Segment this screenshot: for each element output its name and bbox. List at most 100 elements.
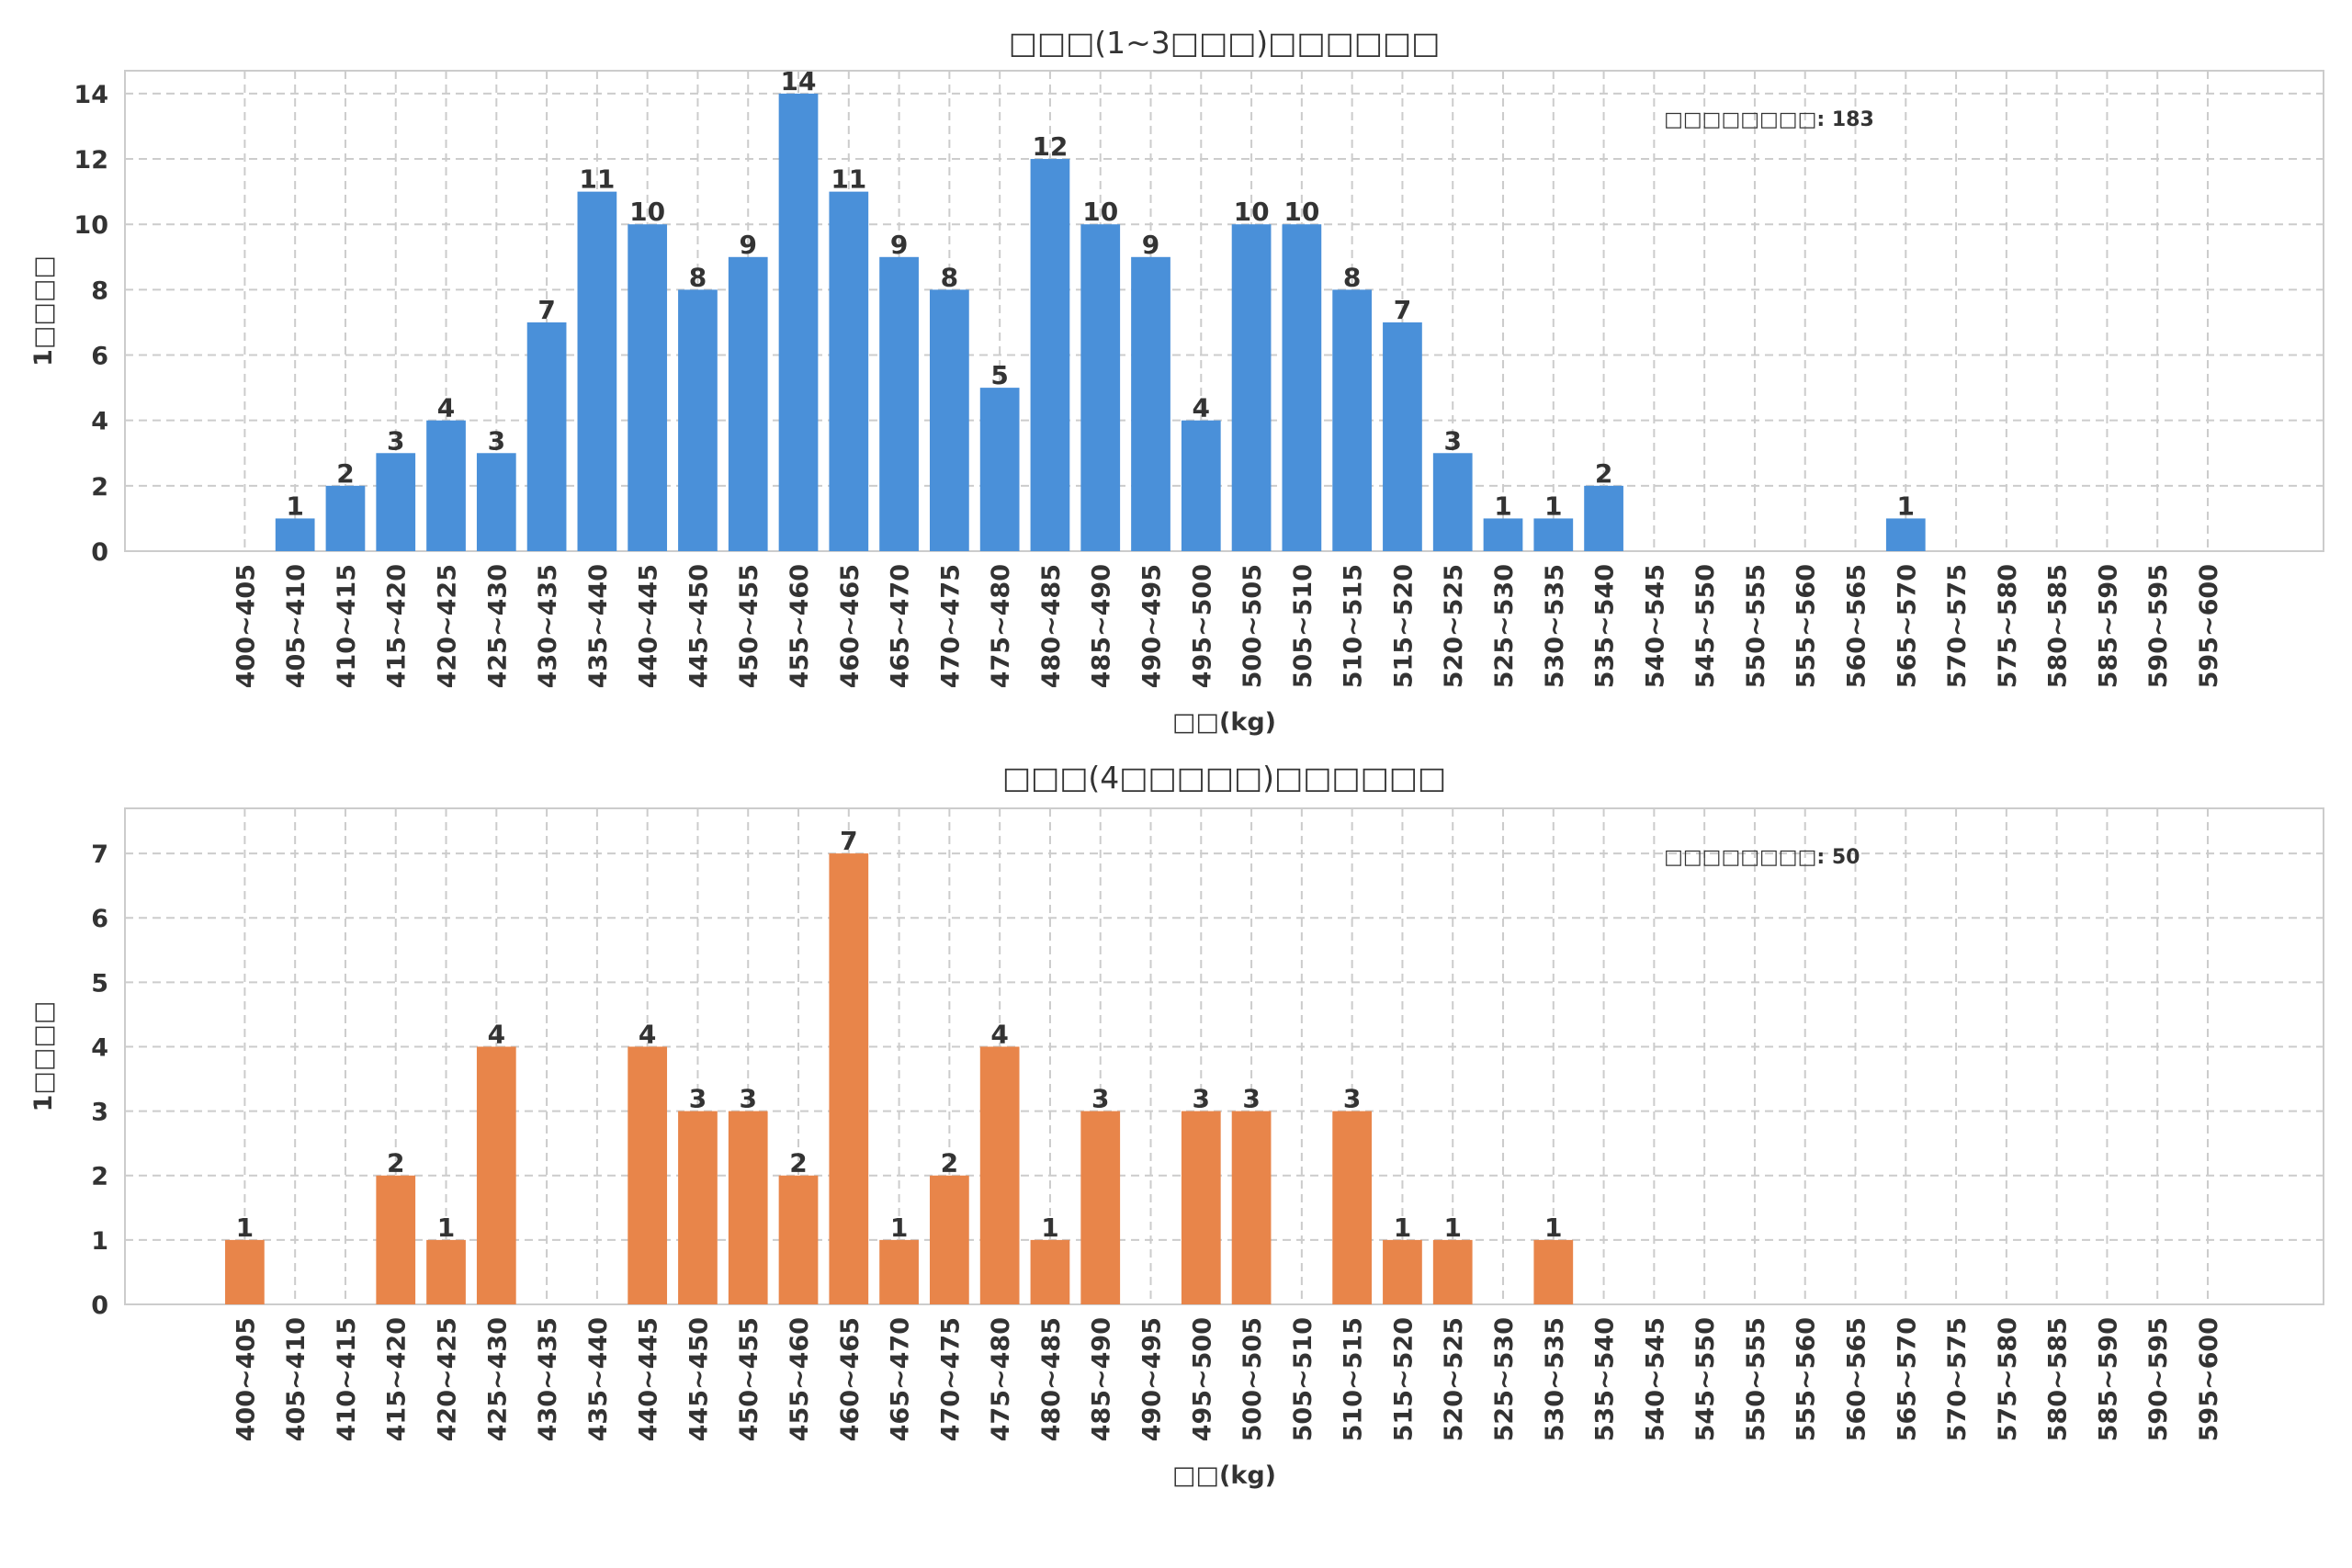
x-tick-label: 490~495 [1138,1317,1167,1441]
bar-value-label: 10 [1234,197,1270,227]
bar-value-label: 3 [1091,1084,1109,1114]
bar [1885,518,1926,551]
bar-value-label: 3 [1242,1084,1260,1114]
bar [1533,1239,1574,1304]
bar-value-label: 1 [286,491,303,521]
y-axis-label: 1□□□□ [29,1001,58,1112]
y-tick-label: 7 [91,840,108,869]
y-tick-label: 0 [91,538,108,567]
x-tick-label: 510~515 [1340,564,1368,688]
bar [275,518,315,551]
bar [1181,420,1221,551]
bar [879,256,919,551]
bar-value-label: 3 [739,1084,756,1114]
bar-value-label: 10 [1283,197,1319,227]
x-tick-label: 550~555 [1742,1317,1770,1441]
bar [829,191,869,551]
x-tick-label: 555~560 [1792,564,1821,688]
x-tick-label: 520~525 [1440,564,1468,688]
bar [1030,1239,1070,1304]
bar-value-label: 3 [488,425,505,456]
bar [325,485,366,551]
bar-value-label: 4 [639,1019,656,1049]
bar-value-label: 9 [890,230,908,260]
x-tick-label: 530~535 [1541,1317,1569,1441]
bar-value-label: 9 [739,230,756,260]
bar [476,453,516,551]
x-tick-label: 435~440 [584,564,613,688]
bar [476,1046,516,1304]
x-tick-label: 460~465 [836,564,865,688]
bar [426,1239,466,1304]
x-tick-label: 515~520 [1389,1317,1418,1441]
bar-value-label: 8 [689,262,707,292]
bar [1080,1111,1121,1304]
bar [577,191,617,551]
x-tick-label: 420~425 [434,1317,462,1441]
x-axis-label: □□(kg) [1172,708,1276,737]
x-tick-label: 540~545 [1641,1317,1669,1441]
bar [1181,1111,1221,1304]
bar [628,1046,668,1304]
bar-value-label: 1 [1544,1213,1562,1243]
y-tick-label: 8 [91,276,108,305]
x-tick-label: 485~490 [1088,1317,1116,1441]
y-tick-label: 6 [91,905,108,933]
bar [979,1046,1020,1304]
x-tick-label: 410~415 [333,1317,361,1441]
x-tick-label: 450~455 [735,1317,763,1441]
bar [930,1175,969,1304]
x-tick-label: 485~490 [1088,564,1116,688]
x-tick-label: 525~530 [1490,564,1519,688]
bar-value-label: 8 [941,262,958,292]
y-tick-label: 12 [74,146,108,175]
bar-value-label: 1 [1041,1213,1058,1243]
x-tick-label: 400~405 [232,564,260,688]
x-tick-label: 460~465 [836,1317,865,1441]
bar-value-label: 1 [890,1213,908,1243]
x-tick-label: 490~495 [1138,564,1167,688]
bar-value-label: 4 [1193,393,1210,423]
x-tick-label: 470~475 [936,564,965,688]
x-tick-label: 410~415 [333,564,361,688]
total-count-annotation: □□□□□□□□: 183 [1664,108,1874,131]
bar-value-label: 1 [1443,1213,1461,1243]
bar-value-label: 11 [579,164,615,195]
bar-value-label: 10 [629,197,665,227]
x-tick-label: 545~550 [1691,1317,1720,1441]
x-tick-label: 585~590 [2094,1317,2122,1441]
x-tick-label: 545~550 [1691,564,1720,688]
x-tick-label: 540~545 [1641,564,1669,688]
bar-value-label: 9 [1142,230,1159,260]
x-tick-label: 565~570 [1893,1317,1921,1441]
y-tick-label: 6 [91,343,108,371]
bar [376,453,416,551]
x-tick-label: 445~450 [684,564,713,688]
x-tick-label: 580~585 [2044,564,2073,688]
x-tick-label: 480~485 [1037,564,1066,688]
x-tick-label: 580~585 [2044,1317,2073,1441]
bar [628,224,668,551]
bar-value-label: 2 [336,458,354,489]
y-tick-label: 5 [91,969,108,998]
x-tick-label: 570~575 [1943,1317,1972,1441]
x-tick-label: 455~460 [786,564,814,688]
bar-value-label: 5 [990,360,1008,390]
x-tick-label: 480~485 [1037,1317,1066,1441]
bar [678,1111,718,1304]
x-tick-label: 445~450 [684,1317,713,1441]
x-tick-label: 450~455 [735,564,763,688]
x-tick-label: 585~590 [2094,564,2122,688]
bar-value-label: 3 [689,1084,707,1114]
bar [1432,1239,1473,1304]
bar-value-label: 7 [1394,295,1411,325]
x-tick-label: 420~425 [434,564,462,688]
axes-frame [124,70,2324,552]
bar [526,321,567,551]
bar [930,289,969,551]
x-tick-label: 435~440 [584,1317,613,1441]
bar [1483,518,1523,551]
x-tick-label: 590~595 [2144,1317,2173,1441]
bar [376,1175,416,1304]
y-tick-label: 4 [91,408,108,436]
